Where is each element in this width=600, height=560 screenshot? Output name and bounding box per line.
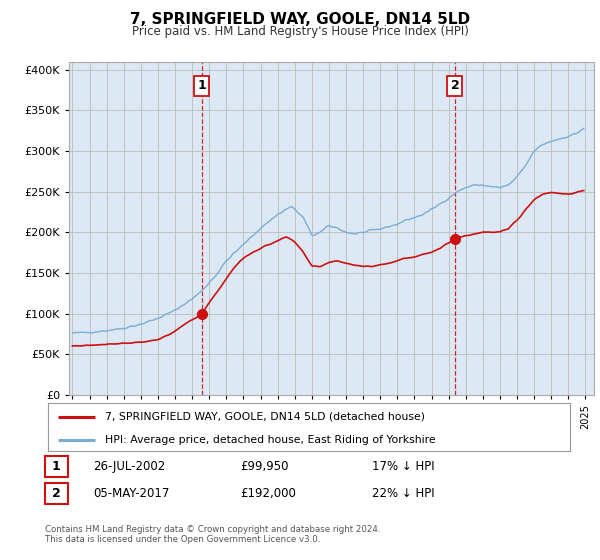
Text: £192,000: £192,000 bbox=[240, 487, 296, 500]
Text: 22% ↓ HPI: 22% ↓ HPI bbox=[372, 487, 434, 500]
Text: 2: 2 bbox=[451, 80, 460, 92]
Text: 26-JUL-2002: 26-JUL-2002 bbox=[93, 460, 165, 473]
Text: 17% ↓ HPI: 17% ↓ HPI bbox=[372, 460, 434, 473]
Text: HPI: Average price, detached house, East Riding of Yorkshire: HPI: Average price, detached house, East… bbox=[106, 435, 436, 445]
Text: 05-MAY-2017: 05-MAY-2017 bbox=[93, 487, 169, 500]
Text: 2: 2 bbox=[52, 487, 61, 500]
Text: 7, SPRINGFIELD WAY, GOOLE, DN14 5LD (detached house): 7, SPRINGFIELD WAY, GOOLE, DN14 5LD (det… bbox=[106, 412, 425, 422]
Text: £99,950: £99,950 bbox=[240, 460, 289, 473]
Text: 7, SPRINGFIELD WAY, GOOLE, DN14 5LD: 7, SPRINGFIELD WAY, GOOLE, DN14 5LD bbox=[130, 12, 470, 27]
Text: 1: 1 bbox=[197, 80, 206, 92]
Text: Contains HM Land Registry data © Crown copyright and database right 2024.: Contains HM Land Registry data © Crown c… bbox=[45, 525, 380, 534]
Text: 1: 1 bbox=[52, 460, 61, 473]
Text: This data is licensed under the Open Government Licence v3.0.: This data is licensed under the Open Gov… bbox=[45, 535, 320, 544]
Text: Price paid vs. HM Land Registry's House Price Index (HPI): Price paid vs. HM Land Registry's House … bbox=[131, 25, 469, 38]
